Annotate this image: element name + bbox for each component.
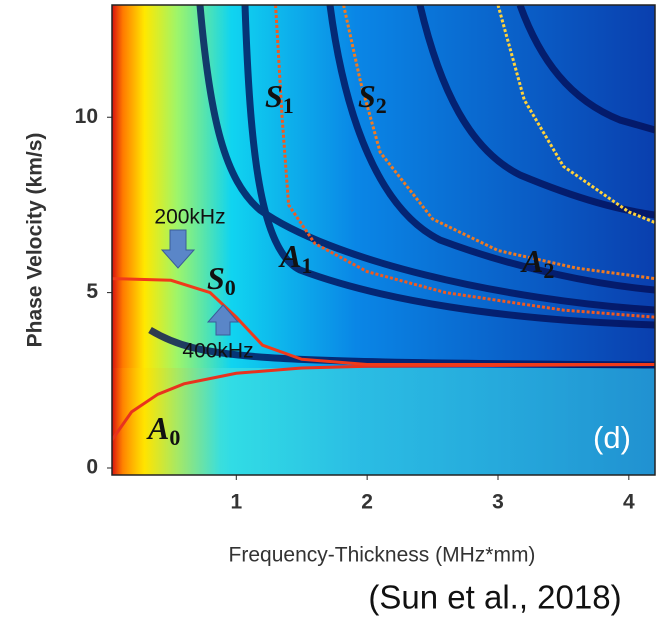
mode-letter: S xyxy=(358,78,376,114)
caption: (Sun et al., 2018) xyxy=(368,579,621,616)
mode-index: 2 xyxy=(543,258,554,283)
heatmap-low-band xyxy=(112,368,655,475)
plot-area xyxy=(112,5,655,475)
annotation: 400kHz xyxy=(182,340,253,363)
dark-bands xyxy=(148,5,655,369)
dark-band xyxy=(516,5,655,134)
x-tick-label: 4 xyxy=(623,491,635,514)
mode-letter: S xyxy=(207,260,225,296)
mode-curve xyxy=(342,5,655,281)
mode-letter: A xyxy=(520,243,543,279)
mode-label: S0 xyxy=(207,260,236,300)
x-tick-label: 3 xyxy=(492,491,504,514)
arrow-200khz xyxy=(160,229,196,269)
x-axis-label: Frequency-Thickness (MHz*mm) xyxy=(229,544,536,567)
y-tick-label: 5 xyxy=(86,280,98,303)
dark-band xyxy=(241,5,655,329)
dark-band xyxy=(196,5,655,314)
dark-band xyxy=(326,5,655,294)
dark-band xyxy=(416,5,655,219)
mode-curve xyxy=(274,5,655,319)
mode-curves xyxy=(112,5,655,441)
plot-frame xyxy=(111,4,656,476)
mode-index: 1 xyxy=(283,93,294,118)
panel-label: (d) xyxy=(593,420,631,455)
x-tick-label: 2 xyxy=(361,491,373,514)
mode-label: S2 xyxy=(358,78,387,118)
mode-letter: A xyxy=(278,238,301,274)
arrow-400khz xyxy=(206,304,240,336)
mode-label: S1 xyxy=(265,78,294,118)
mode-letter: S xyxy=(265,78,283,114)
mode-index: 0 xyxy=(225,275,236,300)
x-tick-label: 1 xyxy=(230,491,242,514)
mode-curve xyxy=(496,5,655,224)
mode-letter: A xyxy=(146,410,169,446)
mode-label: A1 xyxy=(278,238,312,278)
mode-curve xyxy=(112,277,655,366)
mode-index: 1 xyxy=(301,253,312,278)
mode-label: A0 xyxy=(146,410,180,450)
mode-index: 0 xyxy=(169,425,180,450)
mode-curve xyxy=(112,363,655,441)
annotation: 200kHz xyxy=(154,206,225,229)
mode-label: A2 xyxy=(520,243,554,283)
y-tick-label: 10 xyxy=(75,105,98,128)
y-tick-label: 0 xyxy=(86,456,98,479)
mode-index: 2 xyxy=(376,93,387,118)
y-axis-label: Phase Velocity (km/s) xyxy=(24,133,47,348)
